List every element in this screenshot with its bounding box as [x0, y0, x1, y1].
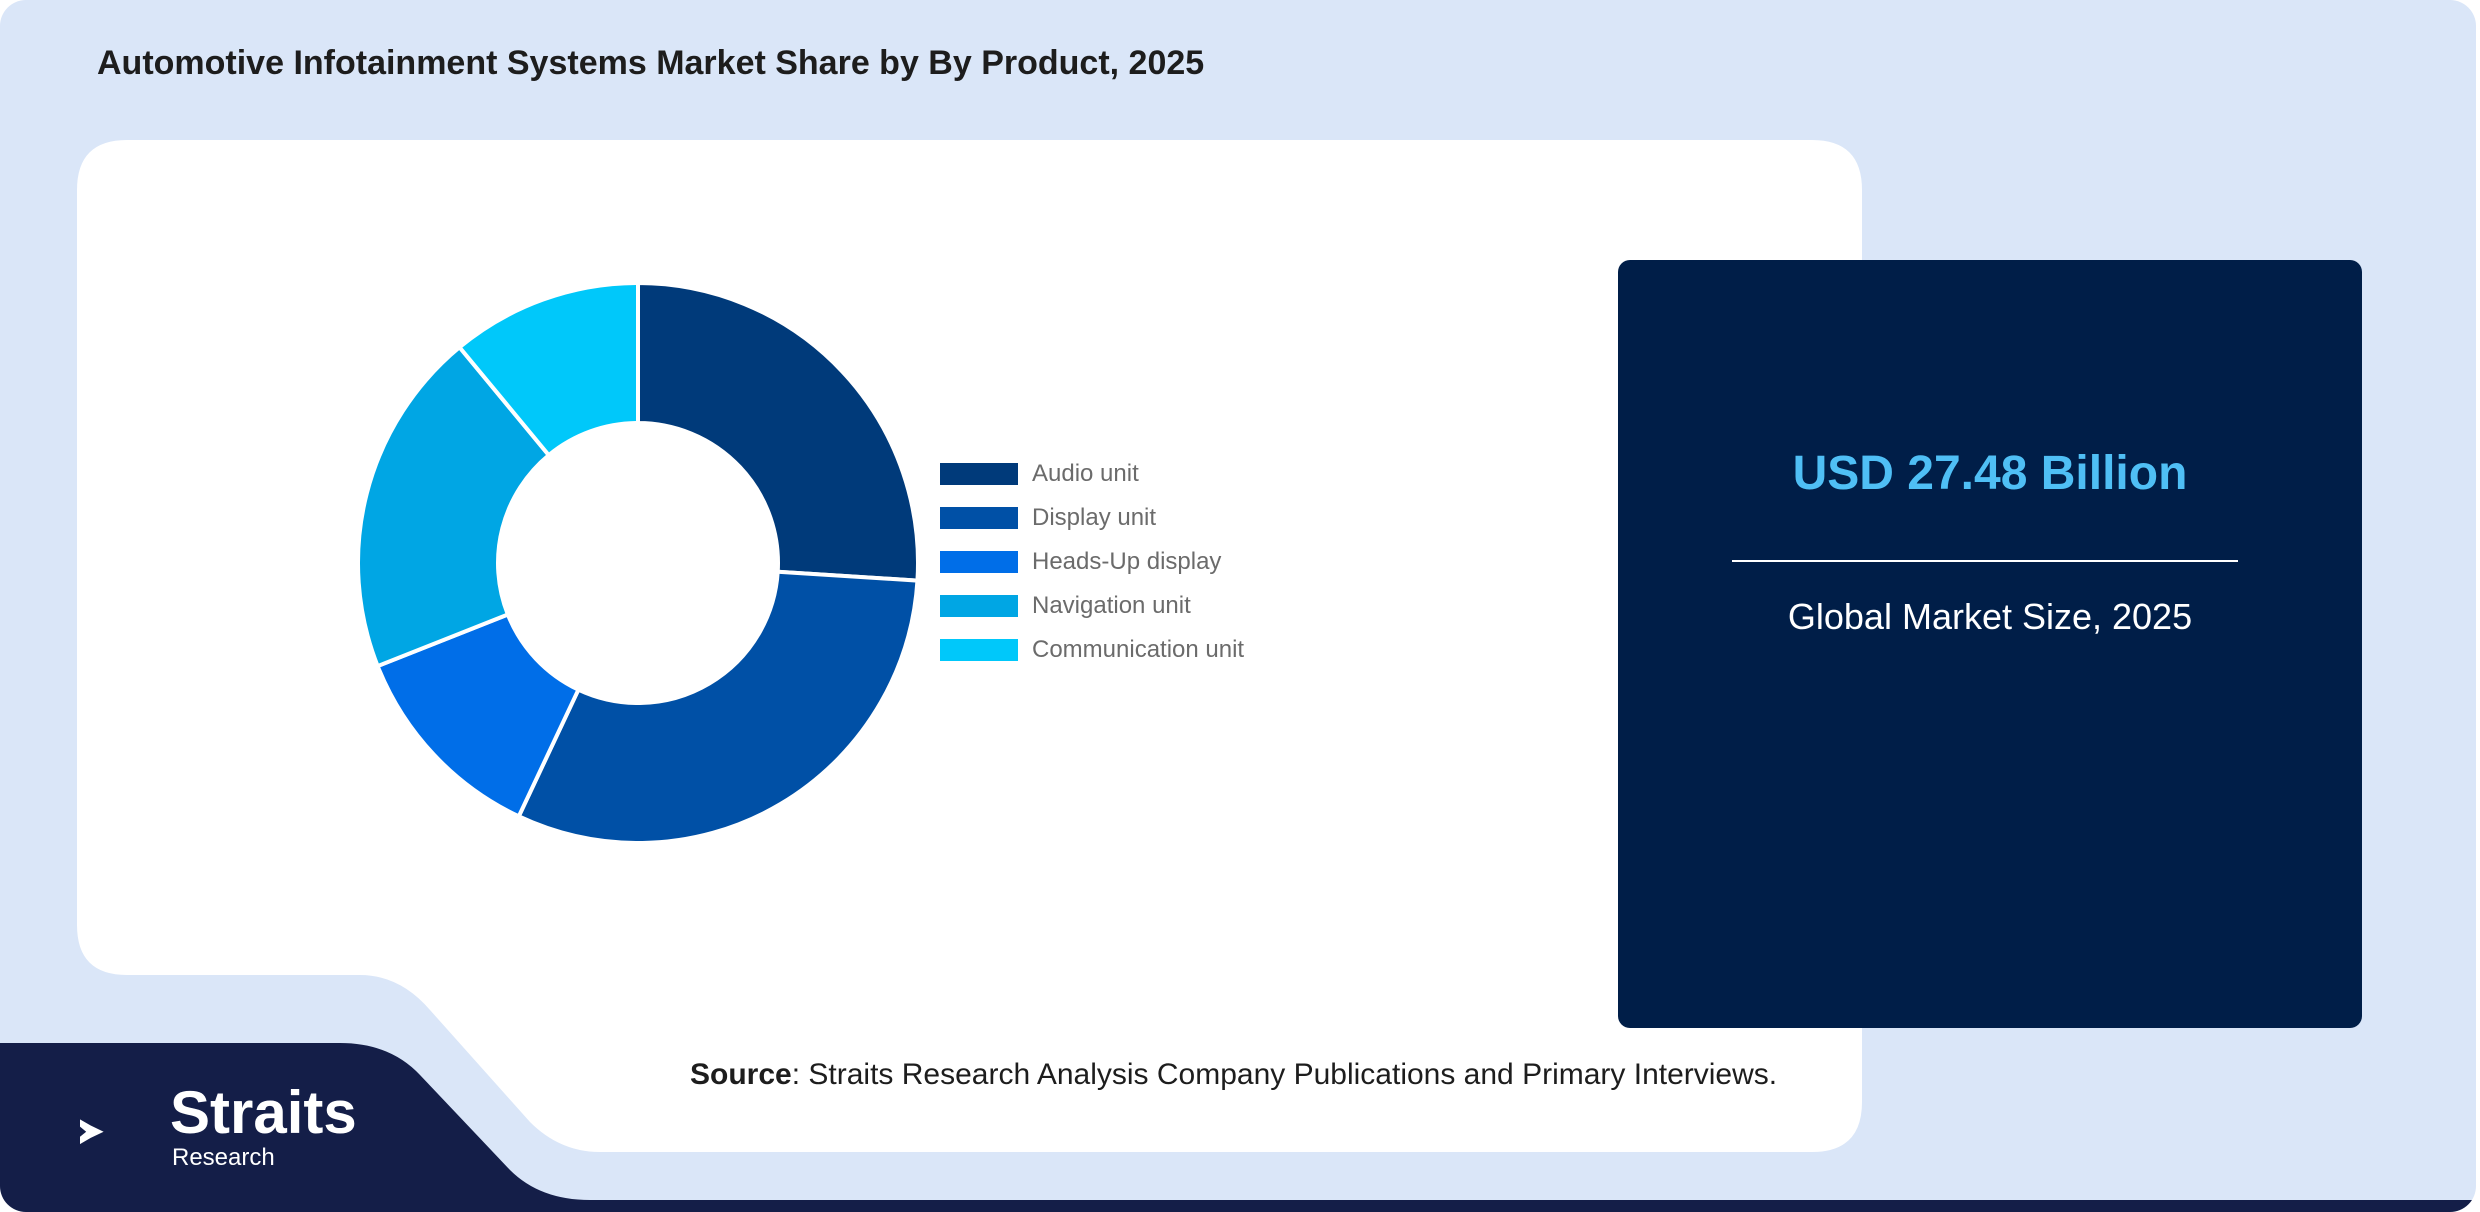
donut-slice-audio-unit [636, 280, 920, 583]
chart-legend: Audio unit Display unit Heads-Up display Na… [940, 452, 1244, 672]
donut-slice-communication-unit [456, 280, 640, 458]
legend-item: Navigation unit [940, 584, 1244, 628]
legend-item: Audio unit [940, 452, 1244, 496]
source-note: Source: Straits Research Analysis Compan… [690, 1058, 1777, 1092]
market-size-card: USD 27.48 Billion Global Market Size, 20… [1618, 260, 2362, 1028]
legend-swatch [940, 639, 1018, 661]
legend-label: Navigation unit [1032, 592, 1191, 619]
divider [1732, 560, 2238, 562]
market-size-value: USD 27.48 Billion [1792, 447, 2188, 500]
footer-band [0, 1043, 2476, 1212]
legend-label: Audio unit [1032, 460, 1139, 487]
legend-label: Heads-Up display [1032, 548, 1222, 575]
donut-slice-navigation-unit [356, 344, 552, 669]
legend-item: Heads-Up display [940, 540, 1244, 584]
source-label: Source [690, 1058, 792, 1091]
legend-item: Display unit [940, 496, 1244, 540]
donut-chart [356, 280, 920, 845]
source-text: : Straits Research Analysis Company Publ… [791, 1058, 1778, 1091]
legend-swatch [940, 507, 1018, 529]
market-size-caption: Global Market Size, 2025 [1787, 596, 2193, 637]
logo-subtitle: Research [172, 1144, 275, 1171]
legend-item: Communication unit [940, 628, 1244, 672]
donut-slice-display-unit [516, 569, 920, 845]
legend-swatch [940, 595, 1018, 617]
legend-label: Display unit [1032, 504, 1157, 531]
legend-label: Communication unit [1032, 636, 1245, 663]
legend-swatch [940, 463, 1018, 485]
logo-wordmark: Straits [170, 1079, 357, 1146]
legend-swatch [940, 551, 1018, 573]
straits-arrow-icon [80, 1119, 104, 1145]
donut-slice-heads-up-display [375, 611, 582, 820]
page-title: Automotive Infotainment Systems Market S… [97, 44, 1205, 82]
